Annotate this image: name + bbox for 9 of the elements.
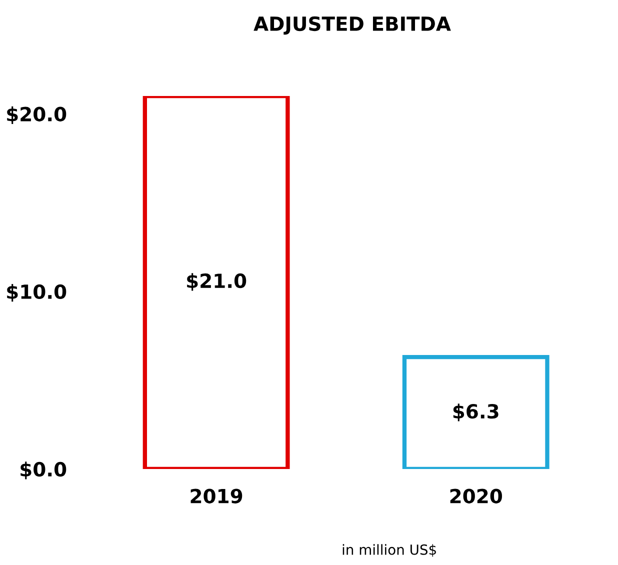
data-label: $6.3 [453, 404, 498, 422]
y-tick-label: $10.0 [7, 284, 66, 302]
data-label: $21.0 [187, 273, 246, 291]
x-tick-label: 2020 [450, 488, 502, 504]
x-tick-label: 2019 [190, 488, 242, 504]
text: in million US$ [342, 544, 436, 557]
chart-title: ADJUSTED EBITDA [254, 16, 451, 35]
y-tick-label: $20.0 [7, 106, 66, 124]
y-tick-label: $0.0 [20, 462, 66, 480]
